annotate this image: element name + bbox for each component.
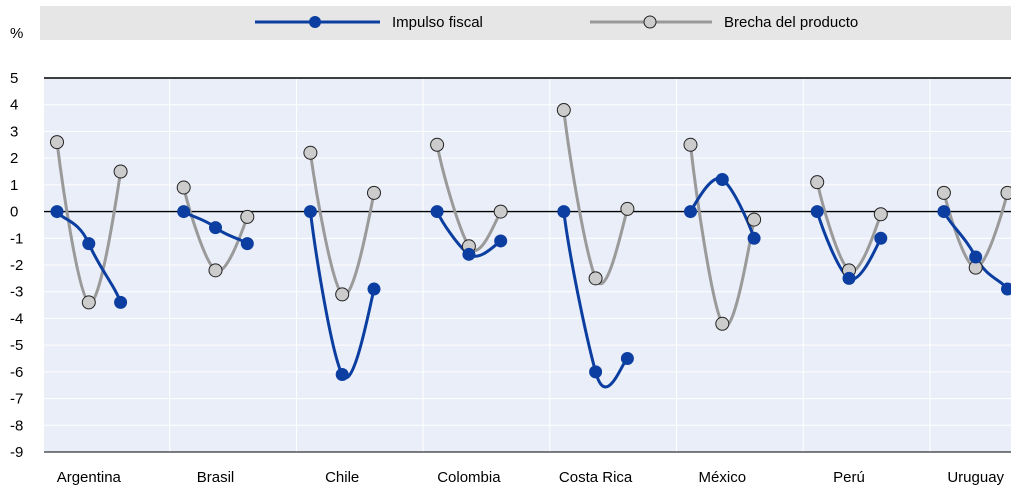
data-point-impulso (494, 234, 508, 248)
grid (42, 78, 1011, 452)
data-point-impulso (240, 237, 254, 251)
category-label: Costa Rica (559, 469, 633, 486)
data-point-impulso (937, 205, 951, 219)
y-tick-label: 2 (10, 150, 18, 167)
data-point-brecha (335, 287, 350, 302)
data-point-impulso (209, 221, 222, 235)
data-point-impulso (684, 205, 697, 219)
y-tick-label: 4 (10, 97, 18, 114)
y-tick-label: 1 (10, 177, 18, 194)
data-point-impulso (589, 365, 603, 379)
data-point-brecha (493, 204, 508, 219)
data-point-brecha (303, 145, 318, 160)
data-point-brecha (113, 164, 128, 179)
y-tick-label: -3 (10, 284, 23, 301)
y-tick-label: -5 (10, 337, 23, 354)
data-point-impulso (969, 250, 983, 264)
data-point-impulso (810, 205, 824, 219)
category-label: Colombia (437, 469, 501, 486)
data-point-brecha (936, 185, 951, 200)
y-tick-label: -9 (10, 444, 23, 461)
data-point-impulso (114, 295, 128, 309)
y-tick-label: 3 (10, 123, 18, 140)
y-tick-labels: 5 4 3 2 1 0 -1 -2 -3 -4 -5 -6 -7 -8 -9 (10, 70, 23, 461)
series-layer (50, 103, 1011, 389)
data-point-impulso (1001, 282, 1011, 296)
data-point-impulso (335, 368, 349, 382)
data-point-brecha (208, 263, 223, 278)
data-point-brecha (747, 212, 762, 227)
data-point-impulso (462, 247, 476, 261)
legend-label-brecha: Brecha del producto (724, 14, 858, 31)
data-point-impulso (747, 231, 761, 245)
data-point-brecha (715, 316, 730, 331)
data-point-brecha (810, 175, 825, 190)
category-labels: Argentina Brasil Chile Colombia Costa Rica Mé… (57, 469, 1005, 486)
data-point-impulso (50, 205, 64, 219)
category-label: Brasil (197, 469, 235, 486)
legend-marker-impulso (309, 16, 321, 28)
y-tick-label: 5 (10, 70, 18, 87)
y-tick-label: -4 (10, 310, 23, 327)
data-point-impulso (715, 173, 729, 187)
legend: Impulso fiscal Brecha del producto (255, 14, 858, 31)
data-point-brecha (873, 207, 888, 222)
data-point-impulso (177, 205, 191, 219)
data-point-brecha (588, 271, 603, 286)
data-point-impulso (620, 352, 634, 365)
y-axis-unit: % (10, 25, 23, 42)
y-tick-label: -2 (10, 257, 23, 274)
data-point-brecha (81, 295, 96, 310)
legend-label-impulso: Impulso fiscal (392, 14, 483, 31)
y-tick-label: -6 (10, 364, 23, 381)
data-point-impulso (367, 282, 381, 296)
data-point-impulso (82, 237, 96, 251)
category-label: México (699, 469, 747, 486)
data-point-brecha (367, 185, 381, 200)
data-point-brecha (50, 135, 64, 150)
data-point-brecha (620, 201, 635, 216)
category-label: Perú (833, 469, 865, 486)
legend-background (40, 6, 1011, 40)
y-tick-label: -8 (10, 417, 23, 434)
y-tick-label: -7 (10, 391, 23, 408)
y-tick-label: -1 (10, 230, 23, 247)
data-point-brecha (240, 209, 255, 224)
data-point-impulso (303, 205, 317, 219)
data-point-brecha (556, 103, 571, 118)
data-point-impulso (842, 271, 856, 285)
legend-marker-brecha (643, 15, 657, 29)
category-label: Uruguay (947, 469, 1004, 486)
data-point-brecha (430, 137, 445, 152)
data-point-impulso (430, 205, 444, 219)
data-point-impulso (557, 205, 571, 219)
category-label: Argentina (57, 469, 122, 486)
data-point-brecha (176, 180, 191, 195)
data-point-brecha (1000, 185, 1011, 200)
y-tick-label: 0 (10, 204, 18, 221)
data-point-brecha (683, 137, 698, 152)
category-label: Chile (325, 469, 359, 486)
data-point-impulso (874, 231, 888, 245)
